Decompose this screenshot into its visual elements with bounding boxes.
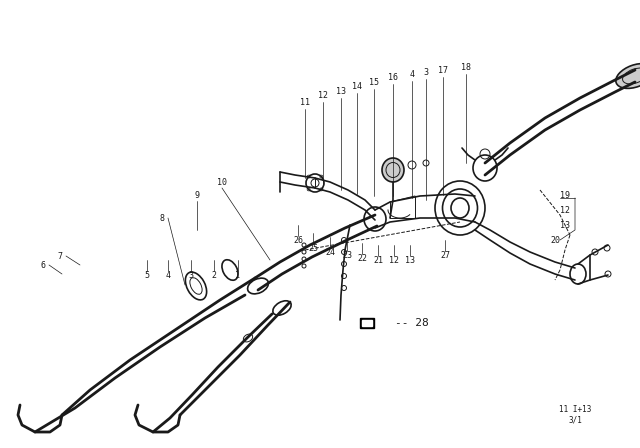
Text: 22: 22 bbox=[357, 254, 367, 263]
Text: 18: 18 bbox=[461, 63, 471, 72]
Text: 9: 9 bbox=[195, 190, 200, 199]
Text: 12: 12 bbox=[389, 255, 399, 264]
Text: 3: 3 bbox=[189, 271, 193, 280]
Text: 21: 21 bbox=[373, 255, 383, 264]
Text: 12: 12 bbox=[560, 206, 570, 215]
Text: 24: 24 bbox=[325, 247, 335, 257]
Text: 25: 25 bbox=[308, 244, 318, 253]
Text: 11: 11 bbox=[300, 98, 310, 107]
Ellipse shape bbox=[382, 158, 404, 182]
Text: 27: 27 bbox=[440, 250, 450, 259]
Text: 5: 5 bbox=[145, 271, 150, 280]
Text: 13: 13 bbox=[405, 255, 415, 264]
Ellipse shape bbox=[616, 64, 640, 88]
Text: 13: 13 bbox=[336, 86, 346, 95]
Text: 14: 14 bbox=[352, 82, 362, 90]
Text: 20: 20 bbox=[550, 236, 560, 245]
Text: 3: 3 bbox=[424, 68, 429, 77]
Text: 6: 6 bbox=[40, 260, 45, 270]
Text: -- 28: -- 28 bbox=[395, 318, 429, 328]
Text: 13: 13 bbox=[560, 220, 570, 229]
Text: 4: 4 bbox=[166, 271, 170, 280]
Text: 1: 1 bbox=[236, 271, 241, 280]
Text: 15: 15 bbox=[369, 78, 379, 86]
Text: 17: 17 bbox=[438, 65, 448, 74]
Text: 2: 2 bbox=[211, 271, 216, 280]
Text: 8: 8 bbox=[159, 214, 164, 223]
Text: 19: 19 bbox=[560, 190, 570, 199]
Bar bbox=[362, 320, 372, 326]
Text: 16: 16 bbox=[388, 73, 398, 82]
Text: 4: 4 bbox=[410, 69, 415, 78]
Text: 23: 23 bbox=[342, 250, 352, 259]
Text: 10: 10 bbox=[217, 177, 227, 186]
Bar bbox=[360, 318, 374, 328]
Text: 26: 26 bbox=[293, 236, 303, 245]
Text: 7: 7 bbox=[58, 251, 63, 260]
Text: 11 I+13
3/1: 11 I+13 3/1 bbox=[559, 405, 591, 425]
Text: 12: 12 bbox=[318, 90, 328, 99]
